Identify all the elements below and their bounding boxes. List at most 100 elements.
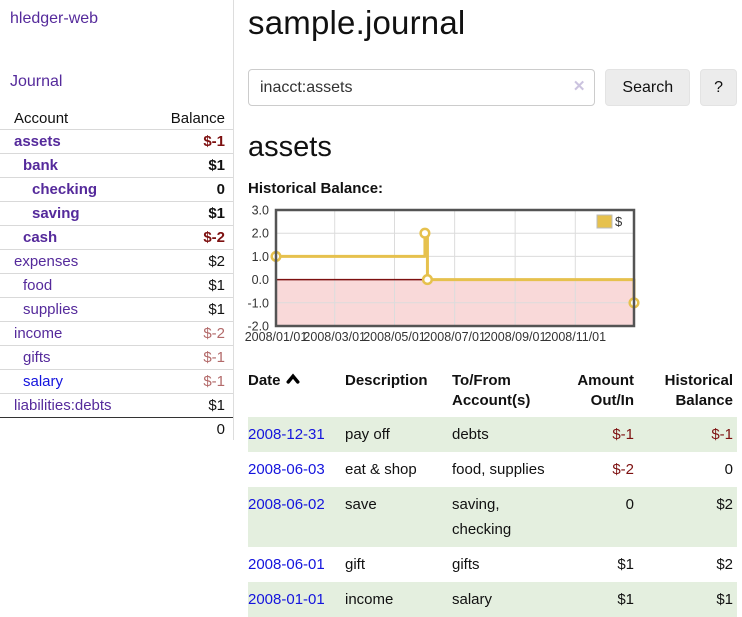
- register-balance: $2: [716, 556, 733, 573]
- account-link[interactable]: gifts: [23, 349, 51, 366]
- nav-journal-link[interactable]: Journal: [10, 73, 63, 90]
- account-link[interactable]: assets: [14, 133, 61, 150]
- search-button[interactable]: Search: [605, 69, 691, 106]
- register-row: 2008-12-31 pay off debts $-1 $-1: [248, 417, 737, 452]
- account-page-title: assets: [248, 131, 332, 163]
- sort-ascending-icon: [286, 373, 300, 384]
- account-row: income $-2: [0, 321, 233, 346]
- register-header-description: Description: [345, 372, 428, 389]
- register-amount: $-1: [612, 426, 634, 443]
- register-row: 2008-01-01 income salary $1 $1: [248, 582, 737, 617]
- svg-text:3.0: 3.0: [252, 204, 269, 218]
- register-date-link[interactable]: 2008-06-01: [248, 556, 325, 573]
- account-row: liabilities:debts $1: [0, 393, 233, 418]
- svg-text:2008/01/01: 2008/01/01: [245, 330, 308, 344]
- page-title: sample.journal: [248, 4, 466, 41]
- app-brand-link[interactable]: hledger-web: [10, 10, 99, 27]
- register-table-body: 2008-12-31 pay off debts $-1 $-1 2008-06…: [248, 417, 737, 617]
- account-row: expenses $2: [0, 249, 233, 274]
- register-balance: 0: [724, 461, 733, 478]
- register-header-amount: Amount Out/In: [577, 372, 634, 409]
- register-amount: $1: [617, 591, 634, 608]
- account-balance: $-1: [203, 133, 225, 150]
- account-row: checking 0: [0, 177, 233, 202]
- account-row: gifts $-1: [0, 345, 233, 370]
- search-input[interactable]: [248, 69, 596, 106]
- accounts-total: 0: [216, 421, 225, 438]
- account-balance: $1: [208, 397, 225, 414]
- account-link[interactable]: saving: [32, 205, 80, 222]
- svg-text:2.0: 2.0: [252, 227, 269, 241]
- register-description: pay off: [345, 426, 390, 443]
- register-date-link[interactable]: 2008-12-31: [248, 426, 325, 443]
- account-balance: $1: [208, 301, 225, 318]
- account-balance: $-1: [203, 349, 225, 366]
- account-balance: $1: [208, 277, 225, 294]
- accounts-header-balance: Balance: [170, 110, 225, 127]
- account-balance: $1: [208, 205, 225, 222]
- register-row: 2008-06-01 gift gifts $1 $2: [248, 547, 737, 582]
- register-description: eat & shop: [345, 461, 417, 478]
- account-row: supplies $1: [0, 297, 233, 322]
- svg-text:2008/11/01: 2008/11/01: [544, 330, 606, 344]
- account-row: food $1: [0, 273, 233, 298]
- svg-text:1.0: 1.0: [252, 250, 269, 264]
- register-row: 2008-06-02 save saving, checking 0 $2: [248, 487, 737, 547]
- register-accounts: salary: [452, 591, 493, 608]
- accounts-total-row: 0: [0, 417, 233, 442]
- main-content: sample.journal ✕ Search ? assets Histori…: [245, 0, 737, 617]
- register-row: 2008-06-03 eat & shop food, supplies $-2…: [248, 452, 737, 487]
- account-link[interactable]: income: [14, 325, 63, 342]
- register-balance: $1: [716, 591, 733, 608]
- register-accounts: saving, checking: [452, 496, 512, 538]
- svg-text:-1.0: -1.0: [247, 296, 269, 310]
- account-link[interactable]: liabilities:debts: [14, 397, 112, 414]
- svg-text:0.0: 0.0: [252, 273, 269, 287]
- register-accounts: debts: [452, 426, 489, 443]
- register-header-accounts: To/From Account(s): [452, 372, 531, 409]
- account-balance: 0: [216, 181, 225, 198]
- account-row: bank $1: [0, 153, 233, 178]
- register-amount: 0: [625, 496, 634, 513]
- register-date-link[interactable]: 2008-06-02: [248, 496, 325, 513]
- account-link[interactable]: supplies: [23, 301, 79, 318]
- register-accounts: gifts: [452, 556, 480, 573]
- accounts-header-account: Account: [14, 110, 69, 127]
- account-link[interactable]: checking: [32, 181, 98, 198]
- account-row: cash $-2: [0, 225, 233, 250]
- help-button[interactable]: ?: [700, 69, 737, 106]
- register-balance: $-1: [711, 426, 733, 443]
- account-link[interactable]: cash: [23, 229, 58, 246]
- account-row: saving $1: [0, 201, 233, 226]
- register-table: Date Description To/From Account(s) Amoun…: [248, 367, 737, 617]
- account-balance: $-2: [203, 325, 225, 342]
- register-header-row: Date Description To/From Account(s) Amoun…: [248, 367, 737, 417]
- sidebar-divider: [233, 0, 234, 440]
- accounts-table-body: assets $-1 bank $1 checking 0 saving $1 …: [0, 129, 233, 442]
- register-balance: $2: [716, 496, 733, 513]
- account-balance: $-2: [203, 229, 225, 246]
- account-row: assets $-1: [0, 129, 233, 154]
- sidebar: hledger-web Journal Account Balance asse…: [0, 0, 233, 441]
- register-header-date[interactable]: Date: [248, 367, 345, 417]
- register-amount: $-2: [612, 461, 634, 478]
- account-link[interactable]: bank: [23, 157, 59, 174]
- register-description: gift: [345, 556, 366, 573]
- register-date-link[interactable]: 2008-06-03: [248, 461, 325, 478]
- account-link[interactable]: salary: [23, 373, 64, 390]
- accounts-table: Account Balance assets $-1 bank $1 check…: [0, 108, 233, 441]
- register-date-link[interactable]: 2008-01-01: [248, 591, 325, 608]
- account-link[interactable]: food: [23, 277, 53, 294]
- svg-text:2008/09/01: 2008/09/01: [484, 330, 547, 344]
- chart-label: Historical Balance:: [248, 180, 384, 197]
- account-balance: $-1: [203, 373, 225, 390]
- svg-text:2008/05/01: 2008/05/01: [363, 330, 426, 344]
- register-amount: $1: [617, 556, 634, 573]
- clear-search-icon[interactable]: ✕: [572, 78, 586, 95]
- svg-text:2008/07/01: 2008/07/01: [423, 330, 486, 344]
- register-header-balance: Historical Balance: [664, 372, 733, 409]
- register-accounts: food, supplies: [452, 461, 545, 478]
- account-balance: $1: [208, 157, 225, 174]
- account-link[interactable]: expenses: [14, 253, 79, 270]
- svg-text:-2.0: -2.0: [247, 320, 269, 334]
